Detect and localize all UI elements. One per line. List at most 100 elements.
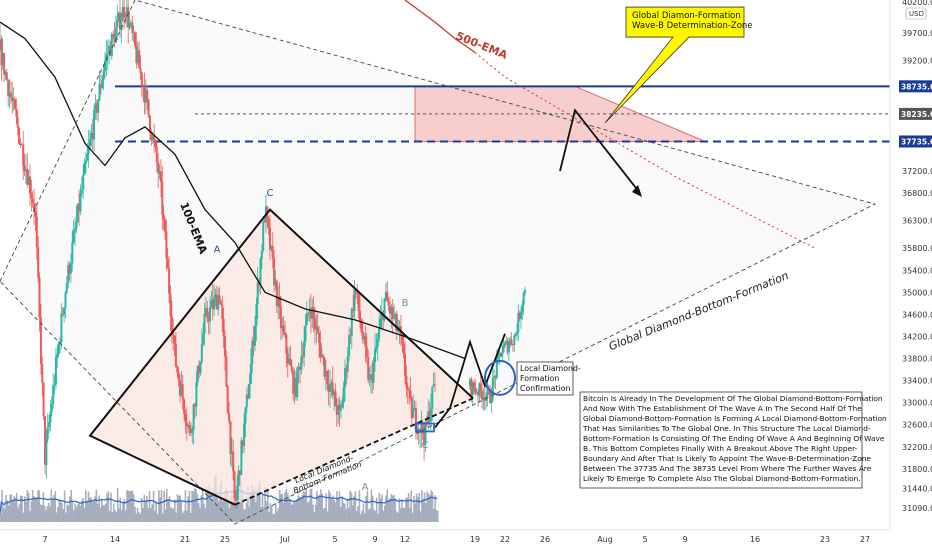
volume-bar [118,508,120,522]
volume-bar [196,494,199,522]
volume-bar [357,506,359,522]
candle [222,318,225,337]
candle [101,79,104,88]
time-tick-label: 12 [400,535,410,544]
candle [479,383,482,392]
volume-bar [39,504,42,522]
candle [254,325,256,346]
volume-bar [104,503,107,522]
candle [91,132,94,140]
candle [493,376,496,379]
volume-bar [75,506,78,522]
candle [207,318,210,322]
volume-bar [34,497,37,522]
candle [124,17,127,18]
candle [308,309,311,314]
volume-bar [349,490,351,522]
candle [162,214,165,220]
candle [229,421,232,455]
volume-bar [112,503,115,522]
candle [391,307,394,319]
volume-bar [130,491,132,522]
candle [259,258,262,286]
candle [278,296,281,307]
volume-bar [12,499,14,522]
volume-bar [126,490,128,522]
candle [225,356,228,387]
price-tick-label: 31440.0 [902,485,932,494]
volume-bar [247,486,249,522]
volume-bar [14,497,17,522]
volume-bar [53,495,55,522]
candle [82,174,85,190]
candle [54,357,57,385]
volume-bar [9,494,11,522]
candle [507,345,510,353]
candle [252,340,255,346]
price-tick-label: 36800.0 [902,189,932,198]
candle [176,366,179,373]
volume-bar [257,485,260,522]
candle [42,382,45,417]
volume-bar [128,490,131,522]
candle [34,211,37,217]
volume-bar [264,487,266,522]
volume-bar [30,500,33,522]
candle [157,162,160,174]
volume-bar [191,491,193,522]
wave-label: C [422,440,429,451]
volume-bar [19,495,22,522]
volume-bar [348,508,350,522]
candle [35,216,38,248]
candle [413,408,416,410]
global-diamond-outline [0,0,877,525]
candle [323,357,326,377]
candle [482,397,485,400]
candle [117,12,120,20]
volume-bar [26,490,29,522]
candle [293,378,296,394]
candle [68,265,71,274]
candle [159,171,162,182]
volume-bar [189,513,192,522]
volume-bar [277,507,280,522]
candle [123,7,126,17]
candle [404,354,406,376]
volume-bar [374,511,377,522]
candle [61,313,64,315]
volume-bar [241,490,244,522]
candle [127,7,130,28]
candle [105,54,108,61]
candle [155,146,158,163]
volume-bar [255,502,257,522]
volume-bar [166,488,168,522]
level-price-tag-text: 38235.0 [901,110,932,119]
volume-bar [273,513,276,522]
volume-bar [276,511,278,522]
level-price-tag-text: 38735.0 [901,82,932,91]
volume-bar [179,495,181,522]
volume-bar [318,494,321,522]
volume-bar [23,496,26,522]
candle [270,245,273,250]
volume-bar [422,501,424,522]
candle [154,142,157,147]
volume-bar [208,484,211,522]
volume-bar [304,492,306,522]
volume-bar [18,504,21,522]
confirmation-ellipse [484,359,516,396]
volume-bar [100,498,103,522]
volume-bar [370,489,373,522]
candle [269,227,271,250]
candle [327,383,330,392]
candle [172,332,175,336]
currency-badge[interactable] [905,7,927,20]
volume-bar [211,499,213,522]
volume-bar [224,490,227,522]
candle [497,353,500,359]
time-tick-label: 27 [860,535,870,544]
wave-label: C [267,188,274,199]
wave-projection-arrow [559,108,641,194]
